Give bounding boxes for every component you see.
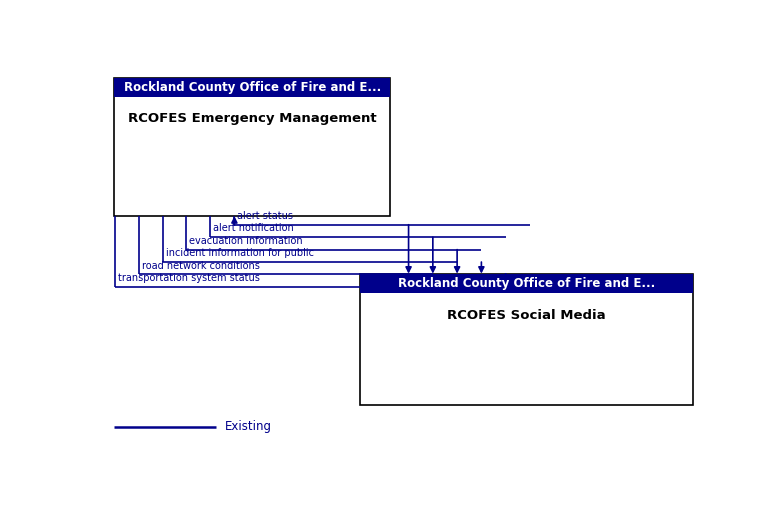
Text: Rockland County Office of Fire and E...: Rockland County Office of Fire and E... [398,277,655,290]
Text: incident information for public: incident information for public [167,248,315,258]
Bar [114,78,391,216]
Text: evacuation information: evacuation information [189,236,302,246]
Text: Rockland County Office of Fire and E...: Rockland County Office of Fire and E... [124,81,381,94]
Text: RCOFES Emergency Management: RCOFES Emergency Management [128,112,377,125]
Bar [360,275,693,405]
Text: alert status: alert status [237,211,294,221]
Text: road network conditions: road network conditions [143,261,260,271]
Text: RCOFES Social Media: RCOFES Social Media [447,309,605,322]
Bar [114,78,391,97]
Bar [360,275,693,293]
Text: alert notification: alert notification [213,223,294,233]
Text: Existing: Existing [226,420,272,433]
Text: transportation system status: transportation system status [118,273,260,283]
